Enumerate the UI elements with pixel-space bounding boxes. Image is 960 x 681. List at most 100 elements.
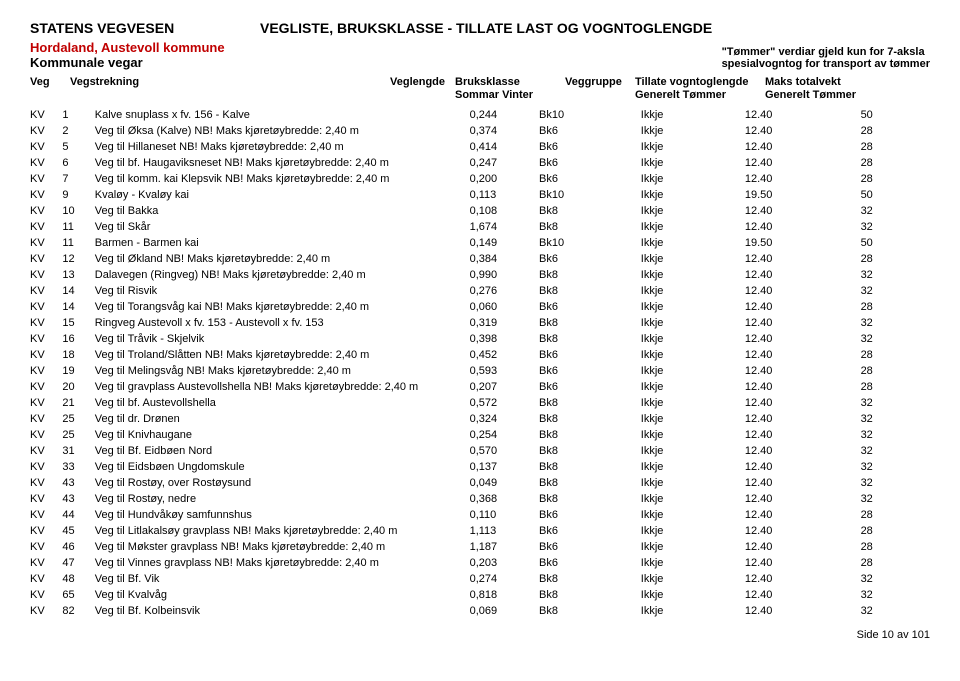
- cell-desc: Veg til Torangsvåg kai NB! Maks kjøretøy…: [95, 299, 470, 315]
- cell-bk: Bk8: [539, 443, 641, 459]
- cell-len: 0,200: [470, 171, 539, 187]
- cell-num: 31: [62, 443, 94, 459]
- cell-gen: 12.40: [745, 379, 861, 395]
- cell-len: 0,108: [470, 203, 539, 219]
- cell-gen: 12.40: [745, 443, 861, 459]
- cell-tom: 28: [861, 555, 930, 571]
- col-veg: Veg: [30, 76, 70, 101]
- cell-num: 21: [62, 395, 94, 411]
- table-row: KV33Veg til Eidsbøen Ungdomskule0,137Bk8…: [30, 459, 930, 475]
- cell-grp: Ikkje: [641, 347, 745, 363]
- cell-gen: 12.40: [745, 427, 861, 443]
- cell-num: 14: [62, 299, 94, 315]
- table-row: KV2Veg til Øksa (Kalve) NB! Maks kjøretø…: [30, 123, 930, 139]
- cell-kv: KV: [30, 587, 62, 603]
- cell-tom: 32: [861, 283, 930, 299]
- cell-desc: Veg til Kvalvåg: [95, 587, 470, 603]
- cell-bk: Bk8: [539, 491, 641, 507]
- cell-kv: KV: [30, 571, 62, 587]
- table-row: KV20Veg til gravplass Austevollshella NB…: [30, 379, 930, 395]
- cell-num: 44: [62, 507, 94, 523]
- cell-num: 65: [62, 587, 94, 603]
- cell-len: 1,113: [470, 523, 539, 539]
- cell-tom: 28: [861, 363, 930, 379]
- cell-bk: Bk8: [539, 571, 641, 587]
- col-maks-label: Maks totalvekt: [765, 76, 841, 88]
- cell-num: 43: [62, 475, 94, 491]
- cell-num: 6: [62, 155, 94, 171]
- cell-tom: 32: [861, 315, 930, 331]
- cell-bk: Bk6: [539, 379, 641, 395]
- cell-grp: Ikkje: [641, 539, 745, 555]
- cell-len: 0,274: [470, 571, 539, 587]
- cell-gen: 12.40: [745, 587, 861, 603]
- cell-num: 5: [62, 139, 94, 155]
- cell-grp: Ikkje: [641, 411, 745, 427]
- table-row: KV21Veg til bf. Austevollshella0,572Bk8I…: [30, 395, 930, 411]
- cell-desc: Veg til Bakka: [95, 203, 470, 219]
- cell-grp: Ikkje: [641, 475, 745, 491]
- col-tillate: Tillate vogntoglengde Generelt Tømmer: [635, 76, 765, 101]
- cell-bk: Bk8: [539, 587, 641, 603]
- cell-grp: Ikkje: [641, 283, 745, 299]
- cell-gen: 12.40: [745, 315, 861, 331]
- cell-desc: Veg til Rostøy, over Rostøysund: [95, 475, 470, 491]
- cell-grp: Ikkje: [641, 523, 745, 539]
- table-row: KV65Veg til Kvalvåg0,818Bk8Ikkje12.4032: [30, 587, 930, 603]
- cell-tom: 28: [861, 347, 930, 363]
- cell-desc: Veg til Hundvåkøy samfunnshus: [95, 507, 470, 523]
- cell-desc: Veg til Møkster gravplass NB! Maks kjøre…: [95, 539, 470, 555]
- table-row: KV13Dalavegen (Ringveg) NB! Maks kjøretø…: [30, 267, 930, 283]
- cell-len: 0,247: [470, 155, 539, 171]
- cell-tom: 32: [861, 427, 930, 443]
- cell-len: 0,207: [470, 379, 539, 395]
- cell-desc: Veg til Melingsvåg NB! Maks kjøretøybred…: [95, 363, 470, 379]
- cell-grp: Ikkje: [641, 379, 745, 395]
- cell-gen: 12.40: [745, 475, 861, 491]
- cell-num: 15: [62, 315, 94, 331]
- table-row: KV47Veg til Vinnes gravplass NB! Maks kj…: [30, 555, 930, 571]
- cell-len: 0,368: [470, 491, 539, 507]
- subtitle: Kommunale vegar: [30, 55, 490, 70]
- cell-num: 7: [62, 171, 94, 187]
- cell-kv: KV: [30, 187, 62, 203]
- cell-bk: Bk6: [539, 363, 641, 379]
- col-vegstrekning: Vegstrekning: [70, 76, 390, 101]
- cell-desc: Dalavegen (Ringveg) NB! Maks kjøretøybre…: [95, 267, 470, 283]
- cell-bk: Bk8: [539, 603, 641, 619]
- cell-desc: Veg til Troland/Slåtten NB! Maks kjøretø…: [95, 347, 470, 363]
- cell-gen: 12.40: [745, 539, 861, 555]
- table-row: KV11Veg til Skår1,674Bk8Ikkje12.4032: [30, 219, 930, 235]
- cell-num: 25: [62, 427, 94, 443]
- cell-grp: Ikkje: [641, 299, 745, 315]
- table-row: KV1Kalve snuplass x fv. 156 - Kalve0,244…: [30, 107, 930, 123]
- table-row: KV43Veg til Rostøy, over Rostøysund0,049…: [30, 475, 930, 491]
- cell-bk: Bk6: [539, 507, 641, 523]
- doc-title: VEGLISTE, BRUKSKLASSE - TILLATE LAST OG …: [260, 20, 712, 36]
- cell-gen: 12.40: [745, 283, 861, 299]
- cell-kv: KV: [30, 539, 62, 555]
- table-row: KV14Veg til Risvik0,276Bk8Ikkje12.4032: [30, 283, 930, 299]
- cell-tom: 50: [861, 107, 930, 123]
- cell-len: 0,818: [470, 587, 539, 603]
- cell-grp: Ikkje: [641, 315, 745, 331]
- cell-len: 0,113: [470, 187, 539, 203]
- cell-len: 0,244: [470, 107, 539, 123]
- cell-kv: KV: [30, 427, 62, 443]
- cell-len: 0,324: [470, 411, 539, 427]
- cell-bk: Bk10: [539, 107, 641, 123]
- cell-kv: KV: [30, 171, 62, 187]
- cell-grp: Ikkje: [641, 171, 745, 187]
- cell-bk: Bk6: [539, 539, 641, 555]
- cell-desc: Veg til Hillaneset NB! Maks kjøretøybred…: [95, 139, 470, 155]
- cell-gen: 12.40: [745, 251, 861, 267]
- col-bruksklasse-sub: Sommar Vinter: [455, 89, 565, 101]
- cell-desc: Veg til Øksa (Kalve) NB! Maks kjøretøybr…: [95, 123, 470, 139]
- col-maks: Maks totalvekt Generelt Tømmer: [765, 76, 875, 101]
- cell-bk: Bk8: [539, 331, 641, 347]
- cell-grp: Ikkje: [641, 107, 745, 123]
- cell-kv: KV: [30, 299, 62, 315]
- cell-bk: Bk8: [539, 283, 641, 299]
- cell-gen: 12.40: [745, 155, 861, 171]
- table-row: KV25Veg til Knivhaugane0,254Bk8Ikkje12.4…: [30, 427, 930, 443]
